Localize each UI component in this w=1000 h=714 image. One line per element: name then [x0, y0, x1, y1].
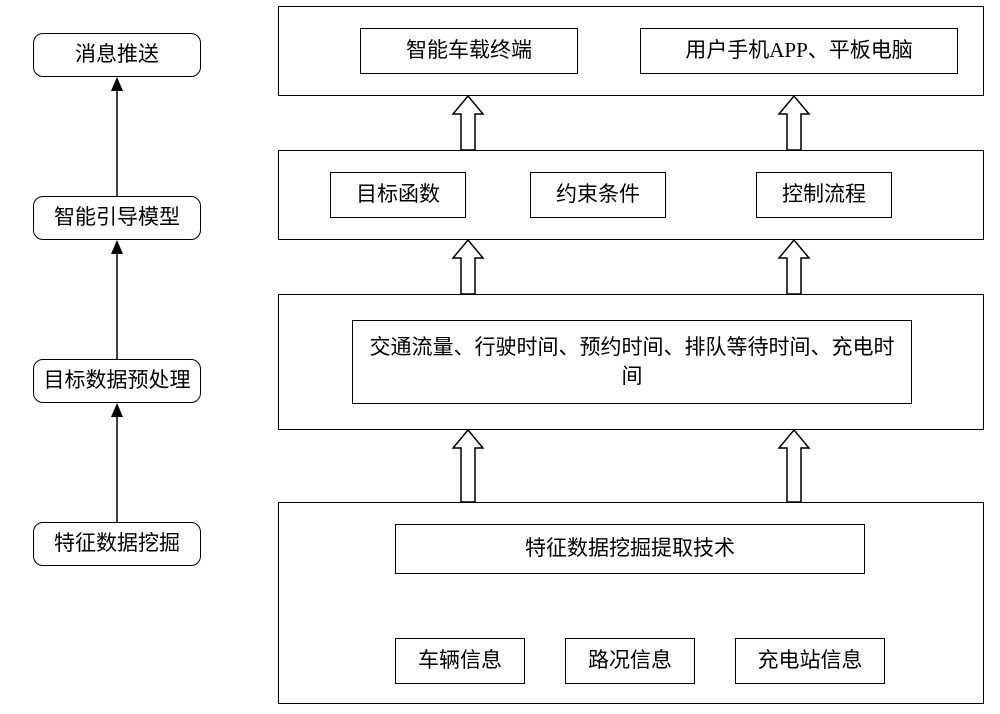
label-mining: 特征数据挖掘 [54, 529, 180, 558]
node-extract: 特征数据挖掘提取技术 [395, 524, 865, 574]
node-terminal: 智能车载终端 [360, 28, 578, 74]
label-obj_fn: 目标函数 [356, 180, 440, 209]
label-model: 智能引导模型 [54, 203, 180, 232]
label-ctrl: 控制流程 [782, 180, 866, 209]
node-obj_fn: 目标函数 [330, 172, 466, 218]
label-road: 路况信息 [588, 646, 672, 675]
label-station: 充电站信息 [758, 646, 863, 675]
node-metrics: 交通流量、行驶时间、预约时间、排队等待时间、充电时间 [352, 320, 912, 404]
node-vehicle: 车辆信息 [395, 638, 525, 684]
node-road: 路况信息 [565, 638, 695, 684]
stage-preproc: 目标数据预处理 [33, 359, 201, 403]
label-app: 用户手机APP、平板电脑 [685, 36, 913, 65]
node-constr: 约束条件 [530, 172, 666, 218]
stage-model: 智能引导模型 [33, 196, 201, 240]
label-extract: 特征数据挖掘提取技术 [525, 534, 735, 563]
label-constr: 约束条件 [556, 180, 640, 209]
stage-mining: 特征数据挖掘 [33, 522, 201, 566]
node-station: 充电站信息 [735, 638, 885, 684]
label-terminal: 智能车载终端 [406, 36, 532, 65]
stage-msg_push: 消息推送 [33, 33, 201, 77]
label-preproc: 目标数据预处理 [44, 366, 191, 395]
node-ctrl: 控制流程 [756, 172, 892, 218]
label-msg_push: 消息推送 [75, 40, 159, 69]
diagram-canvas: 消息推送智能引导模型目标数据预处理特征数据挖掘 智能车载终端 用户手机APP、平板电… [0, 0, 1000, 714]
label-vehicle: 车辆信息 [418, 646, 502, 675]
node-app: 用户手机APP、平板电脑 [640, 28, 958, 74]
label-metrics: 交通流量、行驶时间、预约时间、排队等待时间、充电时间 [361, 333, 903, 392]
